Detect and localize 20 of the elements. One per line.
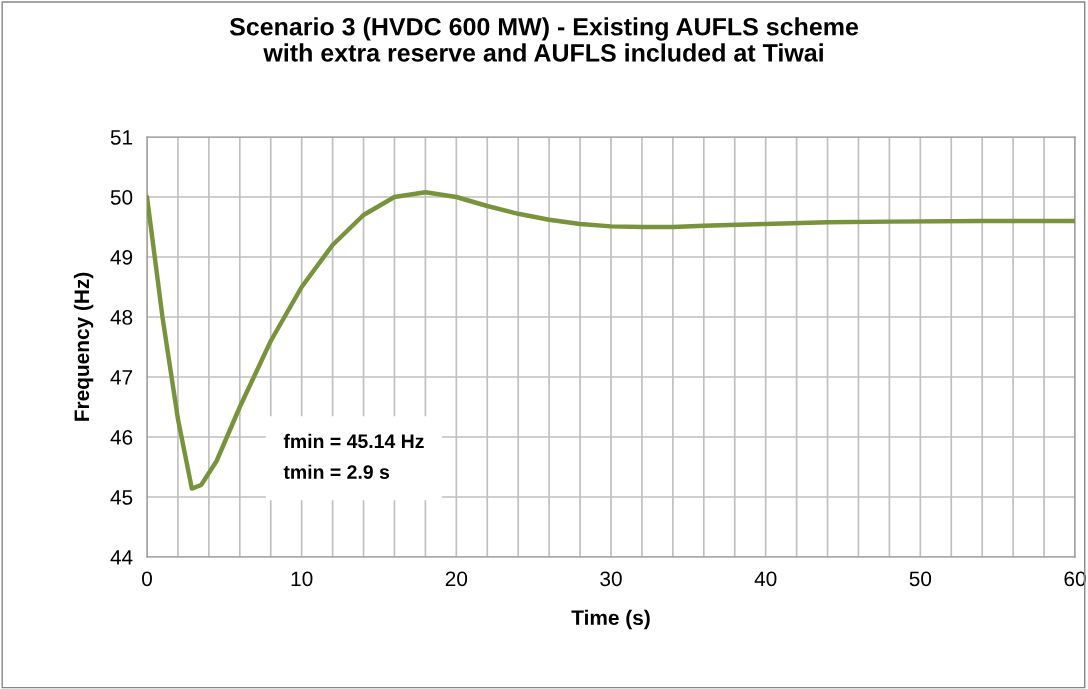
x-tick-label: 10 [291, 571, 313, 587]
annotation: fmin = 45.14 Hz tmin = 2.9 s [283, 433, 424, 479]
y-tick-label: 49 [110, 250, 133, 265]
x-tick-label: 60 [1064, 571, 1086, 587]
x-tick-label: 20 [445, 571, 468, 587]
y-tick-label: 50 [110, 190, 133, 205]
x-tick-label: 30 [600, 571, 622, 587]
y-tick-label: 51 [110, 130, 133, 145]
chart-title: Scenario 3 (HVDC 600 MW) - Existing AUFLS scheme with extra reserve and AUFLS included at Tiwai [229, 17, 859, 62]
y-tick-label: 47 [110, 370, 133, 385]
x-tick-label: 0 [142, 571, 152, 587]
x-tick-label: 50 [909, 571, 932, 587]
y-tick-label: 44 [110, 550, 133, 565]
y-axis-title: Frequency (Hz) [73, 272, 94, 421]
y-tick-label: 46 [110, 430, 133, 445]
x-tick-label: 40 [754, 571, 777, 587]
y-tick-label: 48 [110, 310, 133, 325]
y-tick-label: 45 [110, 490, 133, 505]
line-series [147, 189, 1075, 491]
x-axis-title: Time (s) [571, 609, 650, 630]
